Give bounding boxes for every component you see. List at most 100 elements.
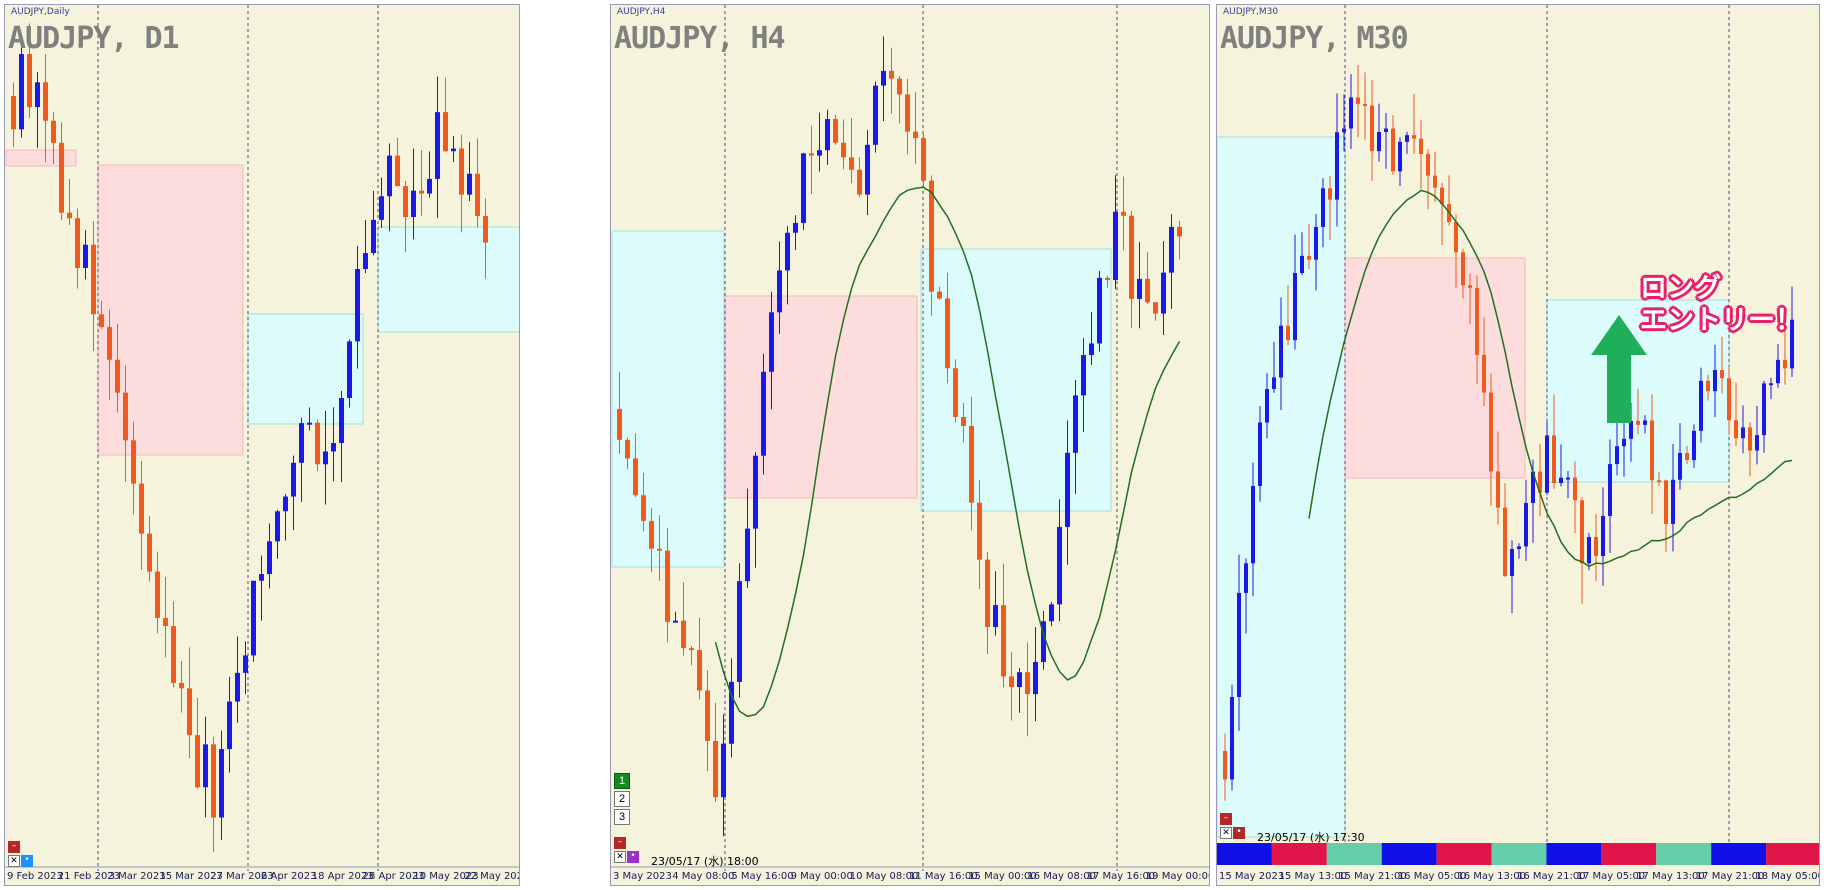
candle-body (809, 153, 814, 156)
candle-body (841, 142, 846, 158)
candle-body (689, 648, 694, 651)
close-icon[interactable]: ✕ (8, 855, 20, 867)
strength-bar-buy (1711, 843, 1767, 865)
strength-bar-neutral (1326, 843, 1382, 865)
candle-body (1475, 287, 1479, 355)
x-tick-label: 21 Feb 2023 (58, 871, 120, 882)
candle-body (1762, 383, 1766, 436)
candle-body (1503, 507, 1507, 576)
candle-body (665, 550, 670, 622)
candle-body (1370, 105, 1374, 152)
candle-body (1566, 477, 1570, 480)
candle-body (1545, 435, 1549, 493)
candle-body (435, 112, 440, 179)
candle-body (1251, 486, 1255, 564)
candle-body (977, 502, 982, 560)
candle-body (371, 219, 376, 254)
chart-canvas-h4[interactable]: 3 May 2023 4 May 08:005 May 16:009 May 00… (611, 5, 1210, 886)
candle-body (1405, 135, 1409, 142)
candle-body (459, 148, 464, 195)
candle-body (1384, 128, 1388, 132)
candle-body (761, 371, 766, 456)
preset-button-1[interactable]: 1 (614, 773, 630, 789)
x-tick-label: 16 May 13:00 (1457, 871, 1526, 882)
x-tick-label: 17 May 16:00 (1087, 871, 1156, 882)
candle-body (1657, 480, 1661, 483)
x-tick-label: 5 May 16:00 (731, 871, 793, 882)
candle-body (1153, 302, 1158, 314)
candle-body (1328, 188, 1332, 200)
minimize-button[interactable]: – (1220, 813, 1232, 825)
candle-body (833, 119, 838, 143)
x-tick-label: 9 Feb 2023 (7, 871, 63, 882)
x-tick-label: 15 May 00:00 (968, 871, 1037, 882)
candle-body (51, 120, 56, 143)
candle-body (251, 580, 256, 656)
settings-icon[interactable]: • (1233, 827, 1245, 839)
close-icon[interactable]: ✕ (1220, 827, 1232, 839)
candle-body (1089, 343, 1094, 356)
chart-panel-d1[interactable]: 9 Feb 2023 21 Feb 2023 3 Mar 2023 15 Mar 20… (4, 4, 520, 886)
candle-body (1587, 537, 1591, 564)
minimize-button[interactable]: – (8, 841, 20, 853)
candle-body (483, 215, 488, 243)
candle-body (379, 196, 384, 220)
candle-body (203, 744, 208, 788)
preset-button-2[interactable]: 2 (614, 791, 630, 807)
candle-body (633, 458, 638, 496)
candle-body (641, 495, 646, 521)
candle-body (1105, 277, 1110, 281)
candle-body (395, 155, 400, 187)
candle-body (1664, 480, 1668, 525)
candle-body (1440, 187, 1444, 205)
x-tick-label: 17 May 05:00 (1577, 871, 1646, 882)
zone-pink (97, 164, 244, 456)
strength-bar-neutral (1656, 843, 1712, 865)
close-icon[interactable]: ✕ (614, 851, 626, 863)
candle-body (323, 451, 328, 465)
candle-body (1398, 141, 1402, 172)
chart-panel-h4[interactable]: 3 May 2023 4 May 08:00 5 May 16:00 9 May 00… (610, 4, 1210, 886)
x-tick-label: 3 May 2023 (613, 871, 672, 882)
candle-body (163, 617, 168, 627)
strength-bar-buy (1381, 843, 1437, 865)
minimize-button[interactable]: – (614, 837, 626, 849)
candle-body (1230, 697, 1234, 780)
candle-body (1033, 661, 1038, 695)
candle-body (1412, 135, 1416, 139)
candle-body (961, 417, 966, 426)
settings-icon[interactable]: • (21, 855, 33, 867)
candle-body (929, 180, 934, 292)
candle-body (1081, 355, 1086, 396)
candle-body (1720, 370, 1724, 379)
candle-body (1057, 526, 1062, 605)
candle-body (1727, 378, 1731, 421)
strength-bar-sell (1766, 843, 1819, 865)
x-tick-label: 19 May 00:00 (1146, 871, 1210, 882)
candle-body (387, 155, 392, 197)
chart-title: AUDJPY, M30 (1220, 21, 1409, 56)
candle-body (1244, 563, 1248, 593)
preset-button-3[interactable]: 3 (614, 809, 630, 825)
x-tick-label: 4 May 08:00 (672, 871, 734, 882)
candle-body (945, 298, 950, 369)
chart-panel-m30[interactable]: 15 May 2023 15 May 13:00 15 May 21:00 16 Ma… (1216, 4, 1820, 886)
candle-body (1741, 427, 1745, 439)
strength-bar-buy (1217, 843, 1272, 865)
settings-icon[interactable]: • (627, 851, 639, 863)
candle-body (1349, 97, 1353, 129)
candle-body (107, 327, 112, 360)
candle-body (697, 650, 702, 691)
candle-body (267, 541, 272, 575)
x-tick-label: 6 Apr 2023 (261, 871, 316, 882)
candle-body (1121, 211, 1126, 216)
candle-body (195, 735, 200, 788)
candle-body (1482, 354, 1486, 393)
candle-body (451, 148, 456, 152)
x-tick-label: 17 May 21:00 (1696, 871, 1765, 882)
candle-body (897, 78, 902, 95)
candle-body (347, 341, 352, 399)
timestamp: 23/05/17 (水) 17:30 (1257, 831, 1365, 844)
